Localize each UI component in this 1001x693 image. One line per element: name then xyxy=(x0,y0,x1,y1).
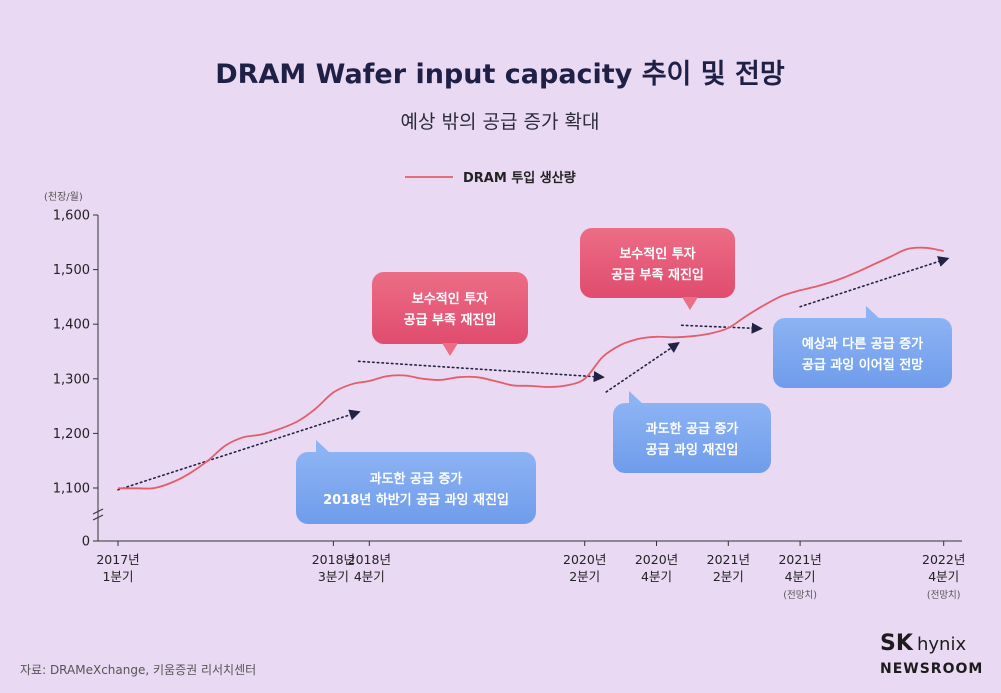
brand-hynix: hynix xyxy=(917,634,966,655)
x-tick-note: (전망치) xyxy=(927,589,961,601)
y-axis-unit: (천장/월) xyxy=(44,191,83,203)
callout-tail xyxy=(629,391,643,404)
callout-bg xyxy=(773,318,952,388)
x-tick-label-quarter: 2분기 xyxy=(569,569,600,584)
x-tick-label-quarter: 4분기 xyxy=(354,569,385,584)
series-line-dram-input xyxy=(117,246,944,490)
callout-text: 공급 과잉 이어질 전망 xyxy=(802,357,923,373)
callout-text: 보수적인 투자 xyxy=(619,246,695,262)
trend-arrow xyxy=(357,360,605,383)
trend-arrow xyxy=(117,409,361,491)
brand-newsroom: NEWSROOM xyxy=(880,661,983,677)
x-tick-label-quarter: 2분기 xyxy=(713,569,744,584)
y-tick-label: 1,300 xyxy=(53,372,90,387)
x-axis-ticks: 2017년 1분기 2018년 3분기 2018년 4분기 2020년 2분기 2020년 4분기… xyxy=(96,541,965,601)
x-tick-label-year: 2018년 xyxy=(348,552,391,567)
trend-arrows xyxy=(117,256,950,491)
y-tick-label: 1,200 xyxy=(53,427,90,442)
y-axis-break xyxy=(92,508,104,521)
callout-text: 과도한 공급 증가 xyxy=(646,421,739,437)
y-tick-label: 1,400 xyxy=(53,318,90,333)
y-axis-ticks: 0 1,100 1,200 1,300 1,400 1,500 1,600 xyxy=(53,209,98,550)
legend-label: DRAM 투입 생산량 xyxy=(463,170,576,186)
callout-text: 2018년 하반기 공급 과잉 재진입 xyxy=(323,492,509,508)
x-tick-label-year: 2021년 xyxy=(778,552,821,567)
x-tick-label-quarter: 4분기 xyxy=(785,569,816,584)
x-tick-label-year: 2017년 xyxy=(96,552,139,567)
callout-text: 예상과 다른 공급 증가 xyxy=(802,336,923,352)
legend: DRAM 투입 생산량 xyxy=(405,170,576,186)
callout-bg xyxy=(296,452,536,524)
callout-text: 공급 부족 재진입 xyxy=(611,267,704,283)
chart-title: DRAM Wafer input capacity 추이 및 전망 xyxy=(215,59,785,90)
x-tick-label-year: 2022년 xyxy=(922,552,965,567)
callout-text: 과도한 공급 증가 xyxy=(370,471,463,487)
y-tick-label: 1,600 xyxy=(53,209,90,224)
callout-box: 과도한 공급 증가 2018년 하반기 공급 과잉 재진입 xyxy=(296,440,536,524)
x-tick-label-year: 2020년 xyxy=(563,552,606,567)
callout-text: 공급 과잉 재진입 xyxy=(646,442,739,458)
callout-bg xyxy=(613,403,771,473)
x-tick-note: (전망치) xyxy=(783,589,817,601)
x-tick-label-quarter: 1분기 xyxy=(103,569,134,584)
trend-arrow xyxy=(605,342,680,393)
x-tick-label-quarter: 4분기 xyxy=(641,569,672,584)
x-tick-label-quarter: 3분기 xyxy=(318,569,349,584)
callout-tail xyxy=(682,297,698,310)
chart-subtitle: 예상 밖의 공급 증가 확대 xyxy=(401,111,600,133)
callout-text: 보수적인 투자 xyxy=(412,291,488,307)
callout-text: 공급 부족 재진입 xyxy=(404,312,497,328)
y-tick-label: 0 xyxy=(82,535,90,550)
y-tick-label: 1,500 xyxy=(53,263,90,278)
brand-logo: SK hynix NEWSROOM xyxy=(880,631,983,677)
callout-tail xyxy=(316,440,330,453)
callout-bg xyxy=(580,228,735,298)
x-tick-label-quarter: 4분기 xyxy=(928,569,959,584)
x-tick-label-year: 2021년 xyxy=(707,552,750,567)
x-tick-label-year: 2020년 xyxy=(635,552,678,567)
source-note: 자료: DRAMeXchange, 키움증권 리서치센터 xyxy=(20,663,256,677)
trend-arrow xyxy=(799,256,950,308)
x-tick-label-year: 2018년 xyxy=(312,552,355,567)
callout-tail xyxy=(442,343,458,356)
y-tick-label: 1,100 xyxy=(53,482,90,497)
trend-arrow xyxy=(680,322,763,334)
callout-tail xyxy=(866,306,880,319)
callout-bg xyxy=(372,272,528,344)
brand-sk: SK xyxy=(880,631,914,656)
